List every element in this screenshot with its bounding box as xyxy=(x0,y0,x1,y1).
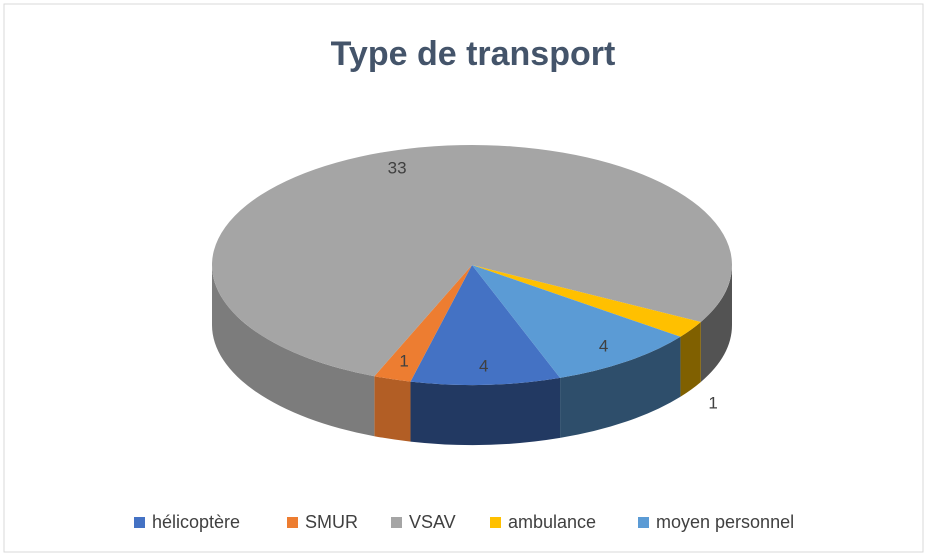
data-label: 33 xyxy=(388,159,407,178)
pie-slice-side xyxy=(680,321,701,397)
pie-slice xyxy=(211,145,732,377)
data-label: 4 xyxy=(599,336,608,355)
chart-title: Type de transport xyxy=(331,35,616,73)
legend-swatch xyxy=(490,517,501,528)
legend-swatch xyxy=(638,517,649,528)
pie-slice xyxy=(472,265,681,378)
pie-slice xyxy=(374,265,472,382)
pie-slice xyxy=(472,265,701,337)
legend-swatch xyxy=(287,517,298,528)
legend-label: moyen personnel xyxy=(656,512,794,532)
pie-slice-side xyxy=(410,377,561,446)
legend-label: ambulance xyxy=(508,512,596,532)
pie-slice-side xyxy=(700,265,732,382)
legend-label: SMUR xyxy=(305,512,358,532)
legend-swatch xyxy=(391,517,402,528)
legend-label: hélicoptère xyxy=(152,512,240,532)
data-label: 4 xyxy=(479,356,488,375)
pie-slice-side xyxy=(212,265,375,437)
pie-slice-side xyxy=(560,336,681,438)
data-label: 1 xyxy=(708,393,717,412)
pie-slice-side xyxy=(374,376,411,442)
legend-label: VSAV xyxy=(409,512,456,532)
pie-slice xyxy=(410,265,561,386)
legend-swatch xyxy=(134,517,145,528)
data-label: 1 xyxy=(399,352,408,371)
